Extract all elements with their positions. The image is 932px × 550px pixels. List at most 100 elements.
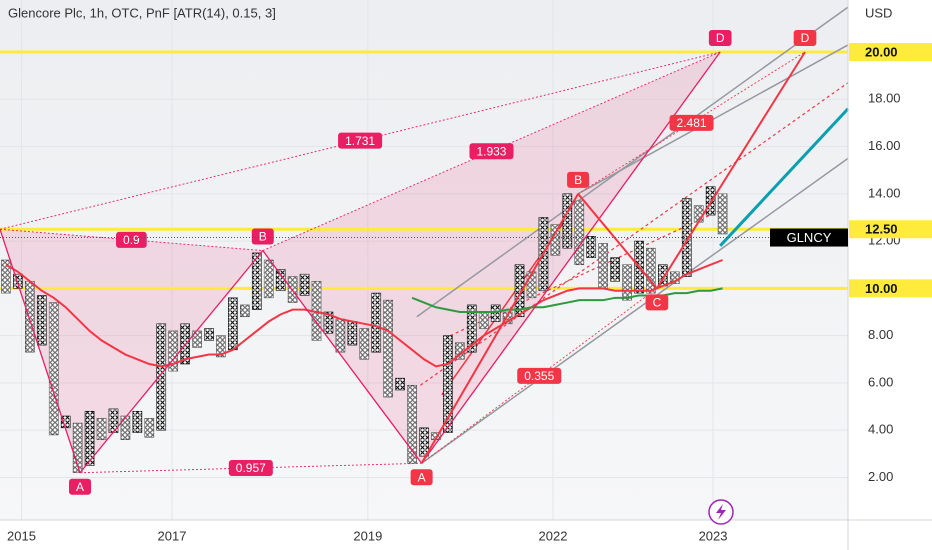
y-tick-label: 16.00 [868, 138, 901, 153]
ratio-label-text: 0.9 [123, 233, 140, 247]
o-column [168, 330, 179, 372]
x-tick-label: 2019 [353, 528, 382, 543]
o-column [574, 200, 585, 266]
ratio-label-text: 1.933 [476, 144, 506, 158]
point-label-box [410, 469, 433, 486]
x-column [419, 427, 429, 457]
o-column [25, 280, 35, 353]
o-column [598, 243, 608, 289]
trend-line [719, 107, 850, 247]
point-label: C [645, 294, 669, 311]
x-column [610, 257, 620, 282]
ratio-label-box [469, 143, 514, 160]
level-price-label: 12.50 [865, 222, 898, 237]
point-label-text: D [801, 31, 810, 45]
point-label-box [645, 294, 669, 311]
x-column [180, 323, 190, 365]
point-label-text: B [574, 173, 582, 187]
level-price-box [849, 279, 932, 298]
ratio-label: 0.957 [228, 460, 273, 476]
o-column [383, 299, 394, 398]
point-label-text: C [653, 296, 662, 310]
pattern-leg [577, 193, 658, 290]
pattern-leg [656, 51, 806, 289]
level-price-label: 10.00 [865, 281, 898, 296]
o-column [1, 259, 11, 294]
pattern-leg [262, 250, 423, 464]
x-column [251, 252, 262, 310]
ratio-label-box [116, 231, 147, 248]
y-unit: USD [865, 5, 892, 20]
x-column [84, 410, 95, 466]
x-column [443, 335, 453, 433]
o-column [120, 415, 131, 440]
o-column [478, 311, 489, 329]
o-column [526, 271, 537, 299]
x-column [13, 273, 23, 289]
x-column [466, 304, 477, 353]
y-tick-label: 2.00 [868, 469, 893, 484]
pattern-leg [420, 193, 579, 464]
x-tick-label: 2022 [539, 528, 568, 543]
x-tick-label: 2023 [699, 528, 728, 543]
ratio-label-text: 1.731 [345, 134, 375, 148]
ratio-label-box [517, 367, 562, 384]
level-price-label: 20.00 [865, 44, 898, 59]
level-price-box [849, 220, 932, 239]
symbol-tag: GLNCY [787, 230, 832, 245]
y-tick-label: 14.00 [868, 185, 901, 200]
point-label-box [708, 30, 732, 46]
point-label-box [251, 228, 274, 245]
trend-line [416, 6, 849, 318]
ratio-label-text: 0.957 [236, 461, 266, 475]
o-column [693, 205, 704, 223]
point-label-text: B [259, 230, 267, 244]
moving-average [5, 259, 723, 368]
x-column [323, 311, 334, 334]
pattern-leg [0, 229, 81, 473]
o-column [335, 318, 346, 353]
point-label-text: A [76, 480, 84, 494]
x-tick-label: 2015 [7, 528, 36, 543]
ratio-label: 0.355 [517, 367, 562, 384]
x-column [299, 273, 310, 296]
pattern-fill [262, 52, 721, 464]
x-column [586, 236, 597, 258]
symbol-tag-box [770, 228, 848, 247]
ratio-label: 2.481 [669, 114, 714, 131]
point-label-box [793, 30, 817, 46]
point-label: A [410, 469, 433, 486]
ratio-label-box [228, 460, 273, 476]
o-column [717, 193, 728, 235]
ratio-label: 0.9 [116, 231, 147, 248]
point-label-text: D [716, 31, 725, 45]
o-column [216, 335, 226, 358]
o-column [48, 302, 59, 436]
o-column [96, 418, 107, 440]
y-tick-label: 4.00 [868, 422, 893, 437]
x-tick-label: 2017 [158, 528, 187, 543]
o-column [359, 328, 370, 360]
point-label-box [567, 171, 590, 188]
x-column [371, 292, 382, 353]
pattern-leg [79, 250, 264, 474]
ratio-label-text: 0.355 [524, 369, 554, 383]
o-column [263, 259, 274, 299]
moving-average [411, 287, 723, 313]
x-column [156, 323, 167, 431]
ratio-label: 1.933 [469, 143, 514, 160]
point-label: A [69, 478, 92, 495]
o-column [622, 264, 632, 301]
ratio-label-text: 2.481 [677, 116, 707, 130]
ratio-line [80, 462, 422, 474]
point-label: B [567, 171, 590, 188]
x-column [36, 295, 47, 346]
point-label: D [793, 30, 817, 46]
x-column [562, 193, 573, 249]
x-column [204, 328, 214, 341]
ratio-label-box [669, 114, 714, 131]
point-label-box [69, 478, 92, 495]
o-column [407, 384, 417, 464]
chart-title: Glencore Plc, 1h, OTC, PnF [ATR(14), 0.1… [8, 5, 276, 20]
ratio-label: 1.731 [338, 132, 383, 149]
